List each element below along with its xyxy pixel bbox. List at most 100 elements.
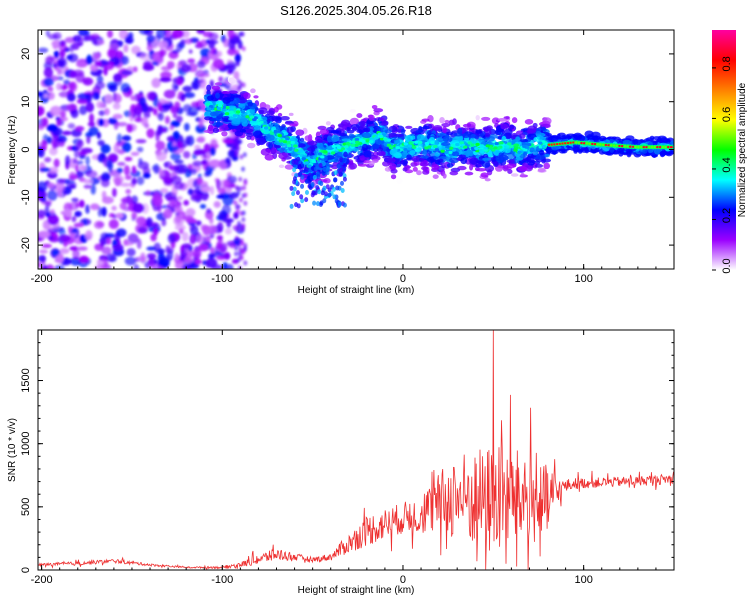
colorbar-tick-label: 0.8 — [721, 56, 733, 71]
noise-blob — [100, 144, 111, 154]
noise-blob — [210, 47, 218, 55]
signal-peak — [450, 143, 455, 148]
noise-blob — [75, 125, 85, 132]
snr-line — [38, 330, 674, 570]
noise-blob — [241, 249, 246, 255]
noise-blob — [243, 192, 248, 198]
signal-blob — [330, 134, 340, 142]
colorbar-scale — [712, 30, 736, 270]
noise-blob — [43, 77, 54, 87]
signal-peak — [463, 145, 468, 149]
signal-blob — [422, 169, 430, 175]
signal-peak — [430, 140, 435, 145]
noise-blob — [238, 186, 243, 192]
signal-peak — [403, 142, 409, 146]
signal-blob — [497, 117, 508, 122]
signal-peak — [434, 148, 440, 152]
noise-blob — [171, 49, 180, 54]
signal-blob — [249, 119, 260, 126]
noise-blob — [111, 205, 117, 211]
noise-blob — [40, 140, 48, 150]
noise-blob — [131, 177, 137, 186]
signal-blob — [416, 170, 422, 176]
signal-peak — [433, 144, 438, 149]
noise-blob — [167, 233, 176, 244]
x-tick-label: -200 — [31, 574, 53, 586]
snr-series — [38, 330, 674, 570]
signal-blob — [325, 170, 330, 176]
noise-blob — [236, 257, 241, 263]
signal-blob — [659, 151, 668, 156]
signal-blob — [330, 130, 340, 134]
signal-blob — [222, 97, 231, 104]
noise-blob — [239, 31, 244, 37]
noise-blob — [227, 48, 237, 56]
signal-peak — [493, 146, 498, 150]
signal-blob — [500, 154, 509, 161]
signal-blob — [482, 157, 492, 161]
signal-blob — [543, 162, 551, 170]
noise-blob — [43, 93, 49, 99]
noise-blob — [89, 177, 101, 185]
signal-blob — [384, 129, 393, 134]
noise-blob — [176, 78, 183, 86]
noise-blob — [121, 196, 134, 205]
noise-blob — [47, 235, 54, 240]
signal-blob — [480, 172, 489, 178]
signal-peak — [336, 145, 342, 150]
noise-blob — [201, 159, 208, 166]
signal-peak — [208, 105, 214, 109]
signal-blob — [229, 101, 235, 105]
signal-blob — [289, 203, 294, 209]
signal-blob — [538, 149, 545, 156]
noise-blob — [41, 196, 47, 203]
signal-peak — [323, 150, 328, 154]
x-tick-label: -100 — [211, 273, 233, 285]
signal-blob — [372, 143, 380, 149]
noise-blob — [72, 158, 78, 164]
signal-blob — [649, 135, 655, 141]
noise-blob — [85, 30, 91, 37]
signal-peak — [252, 117, 257, 122]
noise-blob — [234, 245, 239, 251]
signal-blob — [211, 85, 221, 91]
noise-blob — [51, 40, 62, 48]
signal-blob — [278, 152, 288, 160]
signal-peak — [488, 146, 493, 150]
noise-blob — [121, 69, 133, 76]
noise-blob — [138, 30, 151, 35]
signal-peak — [407, 147, 412, 151]
noise-blob — [127, 233, 139, 244]
signal-blob — [332, 194, 337, 200]
noise-blob — [236, 78, 241, 84]
noise-blob — [239, 154, 244, 160]
signal-blob — [247, 142, 256, 149]
signal-blob — [537, 167, 546, 173]
signal-blob — [625, 149, 632, 153]
x-tick-label: -100 — [211, 574, 233, 586]
signal-blob — [271, 115, 282, 122]
noise-blob — [206, 208, 212, 214]
noise-blob — [142, 64, 155, 71]
signal-blob — [524, 119, 534, 125]
signal-blob — [449, 157, 459, 164]
noise-blob — [232, 224, 241, 231]
signal-peak — [277, 134, 283, 138]
signal-blob — [453, 132, 463, 137]
noise-blob — [66, 103, 78, 111]
noise-blob — [41, 243, 52, 249]
signal-peak — [514, 143, 519, 147]
noise-blob — [234, 251, 239, 257]
signal-blob — [325, 162, 330, 168]
colorbar-tick-label: 0.0 — [721, 258, 733, 273]
noise-blob — [44, 205, 50, 216]
signal-peak — [538, 141, 543, 145]
noise-blob — [106, 253, 116, 263]
signal-blob — [292, 176, 297, 182]
noise-blob — [217, 221, 224, 233]
noise-blob — [82, 77, 94, 86]
noise-blob — [96, 39, 105, 45]
noise-blob — [216, 194, 226, 199]
noise-blob — [132, 203, 145, 213]
